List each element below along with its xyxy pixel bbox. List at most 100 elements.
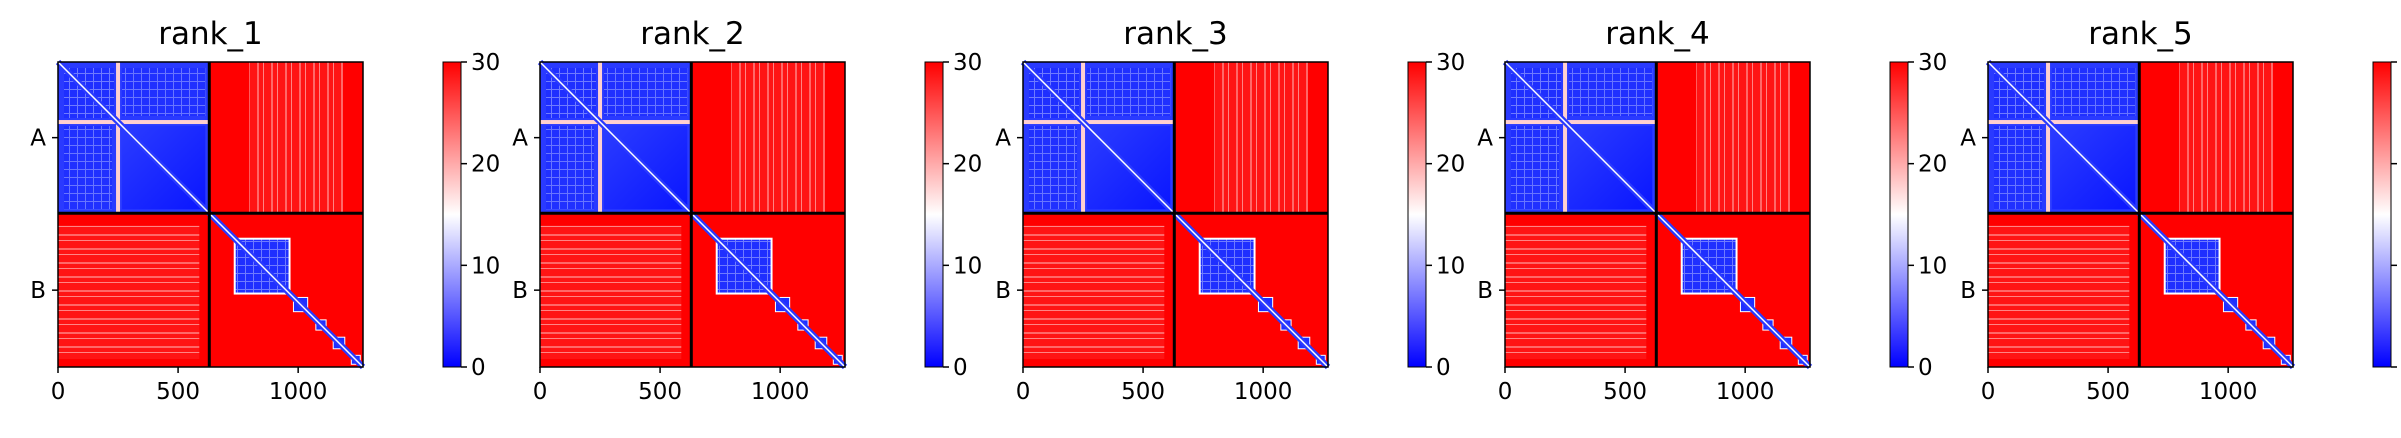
interchain-region-ab: [1696, 62, 1790, 214]
interchain-region-ba: [1023, 225, 1165, 359]
colorbar-tick-label: 20: [471, 152, 500, 178]
chain-a-domain-separator-v: [1563, 62, 1568, 214]
colorbar-tick-label: 0: [953, 355, 968, 381]
x-tick-label: 0: [533, 379, 548, 405]
chain-a-domain-separator-h: [1023, 120, 1175, 125]
x-tick-label: 1000: [1716, 379, 1775, 405]
interchain-region-ba: [1988, 225, 2130, 359]
colorbar-tick-label: 30: [1436, 50, 1465, 76]
chain-a-strip-top: [604, 68, 688, 116]
chain-a-domain-separator-v: [1081, 62, 1086, 214]
colorbar-gradient: [2372, 61, 2392, 368]
y-tick-label: A: [995, 126, 1011, 152]
panel-title: rank_5: [2088, 16, 2193, 52]
x-tick-label: 500: [156, 379, 200, 405]
x-tick-label: 1000: [269, 379, 328, 405]
colorbar: 0 10 20 30: [1889, 50, 1947, 381]
x-tick-label: 500: [1121, 379, 1165, 405]
plot-frame: [539, 61, 846, 368]
chain-a-strip-left: [546, 126, 594, 210]
x-tick-label: 500: [2086, 379, 2130, 405]
plot-frame: [1504, 61, 1811, 368]
x-tick-label: 500: [1603, 379, 1647, 405]
y-tick-label: A: [1960, 126, 1976, 152]
y-tick-label: A: [512, 126, 528, 152]
chain-a-strip-top: [2052, 68, 2136, 116]
heatmap: A B 0 500 1000: [1960, 59, 2296, 405]
panel-1: rank_1 A B 0 500 1000 0 10 20 30: [30, 16, 500, 405]
colorbar-tick-label: 10: [1436, 253, 1465, 279]
panel-title: rank_4: [1605, 16, 1710, 52]
y-tick-label: B: [1477, 278, 1493, 304]
chain-a-strip-top: [1569, 68, 1653, 116]
colorbar-gradient: [1407, 61, 1427, 368]
colorbar-tick-label: 20: [953, 152, 982, 178]
colorbar-tick-label: 30: [953, 50, 982, 76]
x-tick-label: 1000: [1234, 379, 1293, 405]
x-tick-label: 0: [1016, 379, 1031, 405]
x-tick-label: 0: [51, 379, 66, 405]
colorbar-tick-label: 0: [471, 355, 486, 381]
y-tick-label: A: [1477, 126, 1493, 152]
panel-title: rank_3: [1123, 16, 1228, 52]
colorbar-tick-label: 10: [1918, 253, 1947, 279]
colorbar-tick-label: 0: [1436, 355, 1451, 381]
chain-a-domain-separator-h: [540, 120, 692, 125]
y-tick-label: B: [512, 278, 528, 304]
plot-frame: [57, 61, 364, 368]
colorbar-gradient: [442, 61, 462, 368]
interchain-region-ab: [2179, 62, 2273, 214]
y-tick-label: B: [30, 278, 46, 304]
colorbar-tick-label: 10: [471, 253, 500, 279]
colorbar-gradient: [1889, 61, 1909, 368]
x-tick-label: 500: [638, 379, 682, 405]
colorbar-tick-label: 0: [1918, 355, 1933, 381]
chain-a-domain-separator-h: [1988, 120, 2140, 125]
colorbar: 0 10 20 30: [442, 50, 500, 381]
y-tick-label: B: [1960, 278, 1976, 304]
heatmap: A B 0 500 1000: [995, 59, 1331, 405]
panel-title: rank_1: [158, 16, 263, 52]
chain-a-strip-left: [1994, 126, 2042, 210]
panel-2: rank_2 A B 0 500 1000 0 10 20 30: [512, 16, 982, 405]
chain-a-strip-left: [64, 126, 112, 210]
interchain-region-ba: [58, 225, 200, 359]
y-tick-label: A: [30, 126, 46, 152]
chain-a-strip-top: [1087, 68, 1171, 116]
chain-a-domain-separator-v: [2046, 62, 2051, 214]
chain-a-domain-separator-h: [58, 120, 210, 125]
chain-a-domain-separator-h: [1505, 120, 1657, 125]
colorbar-tick-label: 10: [953, 253, 982, 279]
heatmap: A B 0 500 1000: [1477, 59, 1813, 405]
panel-4: rank_4 A B 0 500 1000 0 10 20 30: [1477, 16, 1947, 405]
plot-frame: [1022, 61, 1329, 368]
y-tick-label: B: [995, 278, 1011, 304]
interchain-region-ab: [1214, 62, 1308, 214]
heatmap: A B 0 500 1000: [512, 59, 848, 405]
interchain-region-ab: [731, 62, 825, 214]
x-tick-label: 0: [1981, 379, 1996, 405]
heatmap: A B 0 500 1000: [30, 59, 366, 405]
panel-title: rank_2: [640, 16, 745, 52]
colorbar: 0 10 20 30: [924, 50, 982, 381]
chain-a-strip-left: [1511, 126, 1559, 210]
plot-frame: [1987, 61, 2294, 368]
x-tick-label: 1000: [2199, 379, 2258, 405]
colorbar-tick-label: 30: [471, 50, 500, 76]
chain-a-strip-left: [1029, 126, 1077, 210]
colorbar-tick-label: 30: [1918, 50, 1947, 76]
panel-3: rank_3 A B 0 500 1000 0 10 20 30: [995, 16, 1465, 405]
chain-a-strip-top: [122, 68, 206, 116]
colorbar-gradient: [924, 61, 944, 368]
colorbar-tick-label: 20: [1918, 152, 1947, 178]
interchain-region-ab: [249, 62, 343, 214]
interchain-region-ba: [540, 225, 682, 359]
chain-a-domain-separator-v: [116, 62, 121, 214]
x-tick-label: 1000: [751, 379, 810, 405]
interchain-region-ba: [1505, 225, 1647, 359]
